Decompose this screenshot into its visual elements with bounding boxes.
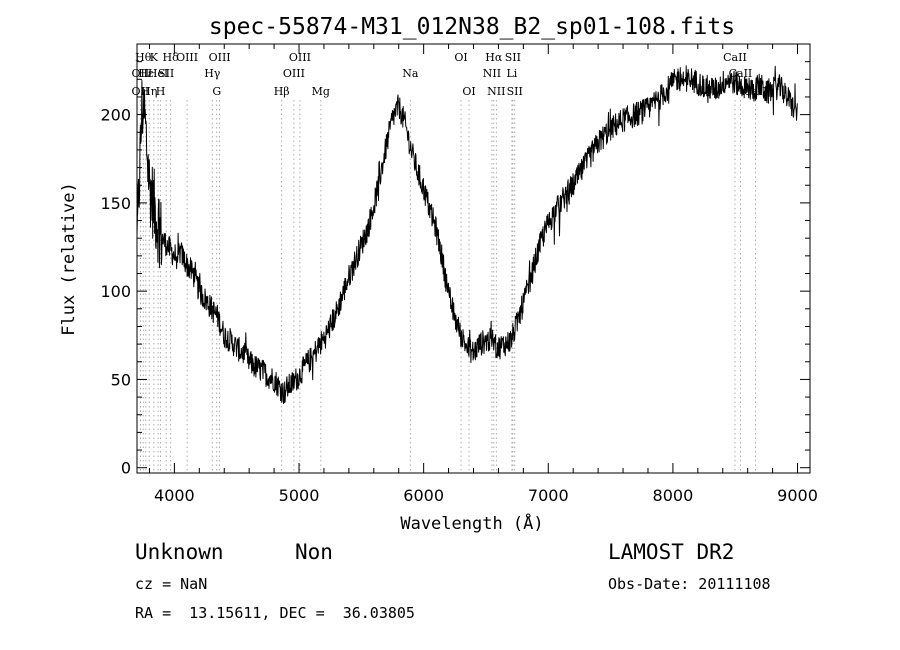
flux-series bbox=[136, 65, 798, 404]
line-label: SII bbox=[507, 85, 523, 98]
line-label: H bbox=[156, 85, 166, 98]
obs-date: Obs-Date: 20111108 bbox=[608, 575, 771, 593]
x-tick-label: 9000 bbox=[777, 486, 818, 505]
y-tick-label: 50 bbox=[111, 370, 131, 389]
y-tick-label: 200 bbox=[100, 106, 131, 125]
line-label: Hη bbox=[141, 85, 157, 98]
line-label: K bbox=[150, 51, 159, 64]
line-label: Hβ bbox=[274, 85, 290, 98]
cz-value: cz = NaN bbox=[135, 575, 208, 593]
line-label: Hγ bbox=[204, 67, 221, 80]
x-tick-label: 6000 bbox=[403, 486, 444, 505]
line-label: NII bbox=[483, 67, 501, 80]
line-label: NII bbox=[487, 85, 505, 98]
spectral-line-markers: OIIOIIHθHεHηKHeIHSIIHδOIIIHγGOIIIHβOIIIO… bbox=[132, 51, 767, 473]
line-label: OIII bbox=[209, 51, 231, 64]
line-label: OII bbox=[132, 67, 150, 80]
line-label: Hε bbox=[138, 67, 154, 80]
line-label: Hδ bbox=[163, 51, 180, 64]
survey-label: LAMOST DR2 bbox=[608, 540, 735, 564]
line-label: Hα bbox=[485, 51, 503, 64]
chart-title: spec-55874-M31_012N38_B2_sp01-108.fits bbox=[209, 14, 735, 40]
x-tick-label: 7000 bbox=[528, 486, 569, 505]
y-tick-label: 0 bbox=[121, 459, 131, 478]
flux-line bbox=[136, 65, 798, 404]
y-axis-label: Flux (relative) bbox=[59, 182, 79, 336]
line-label: Hθ bbox=[135, 51, 152, 64]
coordinates: RA = 13.15611, DEC = 36.03805 bbox=[135, 604, 415, 622]
line-label: OIII bbox=[176, 51, 198, 64]
line-label: OI bbox=[454, 51, 467, 64]
line-label: SII bbox=[158, 67, 174, 80]
line-label: G bbox=[212, 85, 221, 98]
line-label: HeI bbox=[148, 67, 168, 80]
line-label: CaII bbox=[723, 51, 747, 64]
line-label: OI bbox=[462, 85, 475, 98]
line-label: OIII bbox=[289, 51, 311, 64]
axis-ticks: 4000 5000 6000 7000 8000 9000 0 50 100 150 200 bbox=[100, 44, 818, 505]
class-label: Unknown bbox=[135, 540, 224, 564]
plot-frame bbox=[136, 43, 811, 474]
x-tick-label: 4000 bbox=[154, 486, 195, 505]
line-label: OIII bbox=[283, 67, 305, 80]
line-label: SII bbox=[505, 51, 521, 64]
subclass-label: Non bbox=[295, 540, 333, 564]
line-label: Mg bbox=[312, 85, 330, 98]
x-tick-label: 8000 bbox=[653, 486, 694, 505]
y-tick-label: 150 bbox=[100, 194, 131, 213]
y-tick-label: 100 bbox=[100, 282, 131, 301]
x-axis-label: Wavelength (Å) bbox=[400, 512, 543, 534]
x-tick-label: 5000 bbox=[279, 486, 320, 505]
line-label: Li bbox=[506, 67, 517, 80]
line-label: Na bbox=[402, 67, 419, 80]
